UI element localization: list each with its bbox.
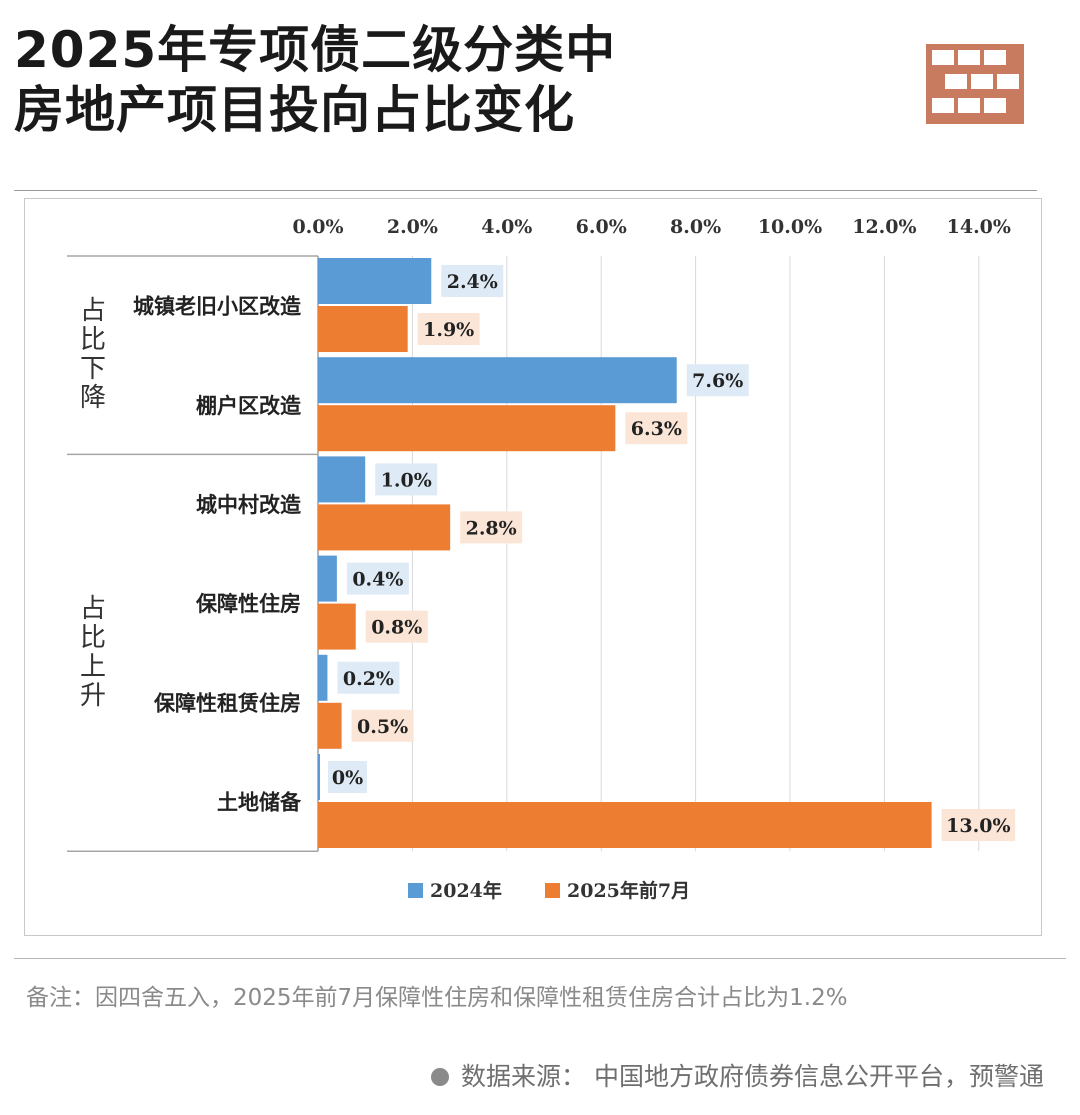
footer-divider (14, 958, 1066, 959)
data-label: 1.0% (381, 469, 432, 491)
bar (318, 357, 677, 404)
header-divider (14, 190, 1037, 191)
bar (318, 405, 616, 452)
logo-brick (971, 74, 993, 89)
category-label: 城中村改造 (196, 492, 302, 517)
x-tick-label: 10.0% (758, 216, 822, 238)
legend-swatch (408, 883, 423, 898)
data-label-background (337, 661, 400, 694)
bar (318, 654, 328, 701)
group-label-char: 上 (80, 652, 106, 682)
bar (318, 603, 356, 650)
logo-brick (932, 98, 954, 113)
legend-label: 2025年前7月 (567, 879, 690, 902)
data-label-background (351, 709, 414, 742)
group-label-char: 降 (80, 383, 106, 413)
data-label-background (417, 313, 480, 345)
bar-chart: 0.0% 2.0% 4.0% 6.0% 8.0% 10.0% 12.0% 14.0%占比下降占… (67, 216, 1016, 902)
bar (318, 702, 342, 749)
logo-brick (932, 50, 954, 65)
bar (318, 802, 932, 848)
bullet-dot-icon (431, 1068, 450, 1086)
group-label-char: 升 (80, 681, 106, 711)
data-label: 2.4% (447, 271, 498, 293)
group-label-char: 占 (80, 594, 106, 624)
page-title: 2025年专项债二级分类中 房地产项目投向占比变化 (14, 20, 616, 140)
category-label: 棚户区改造 (196, 393, 302, 418)
legend-swatch (545, 883, 560, 898)
bar (318, 456, 366, 503)
x-tick-label: 6.0% (576, 216, 627, 238)
x-tick-label: 14.0% (947, 216, 1011, 238)
logo-brick (984, 50, 1006, 65)
data-label-background (625, 412, 688, 445)
x-tick-label: 4.0% (481, 216, 532, 238)
bar (318, 306, 408, 352)
logo-brick (958, 98, 980, 113)
group-label-char: 下 (80, 354, 106, 384)
logo-brick (945, 74, 967, 89)
bar (318, 555, 337, 602)
group-label-char: 比 (80, 623, 106, 653)
logo-brick (984, 98, 1006, 113)
bar (318, 504, 451, 551)
data-label-background (686, 364, 749, 397)
category-label: 保障性住房 (195, 591, 301, 616)
data-label-background (365, 610, 428, 643)
x-tick-label: 2.0% (387, 216, 438, 238)
data-label-background (941, 809, 1016, 841)
data-label: 7.6% (692, 370, 743, 392)
x-tick-label: 12.0% (852, 216, 916, 238)
data-label: 6.3% (631, 418, 682, 440)
category-label: 土地储备 (217, 790, 302, 815)
data-label-background (375, 463, 438, 496)
title-line-1: 2025年专项债二级分类中 (14, 21, 617, 79)
data-label: 1.9% (423, 319, 474, 341)
title-line-2: 房地产项目投向占比变化 (14, 81, 575, 139)
data-label: 0% (332, 767, 363, 789)
chart-panel: 0.0% 2.0% 4.0% 6.0% 8.0% 10.0% 12.0% 14.0% 占比下降占… (24, 198, 1042, 936)
group-label-char: 比 (80, 325, 106, 355)
brick-wall-icon (926, 44, 1024, 124)
source-text: 数据来源： 中国地方政府债券信息公开平台，预警通 (461, 1062, 1044, 1091)
logo-brick (997, 74, 1019, 89)
data-label: 0.2% (343, 668, 394, 690)
bar (318, 258, 432, 304)
category-label: 保障性租赁住房 (153, 690, 301, 715)
group-label-char: 占 (80, 296, 106, 326)
data-label: 0.8% (371, 617, 422, 639)
data-label: 2.8% (466, 517, 517, 539)
category-label: 城镇老旧小区改造 (133, 294, 302, 319)
data-label: 13.0% (946, 815, 1010, 837)
data-label-background (441, 265, 504, 297)
bar (318, 754, 320, 800)
logo-brick (958, 50, 980, 65)
legend-label: 2024年 (430, 879, 502, 902)
data-label-background (328, 761, 367, 793)
x-tick-label: 0.0% (292, 216, 343, 238)
data-label-background (460, 511, 523, 544)
data-label: 0.5% (357, 716, 408, 738)
data-source: 数据来源： 中国地方政府债券信息公开平台，预警通 (431, 1060, 1044, 1094)
data-label: 0.4% (352, 569, 403, 591)
data-label-background (346, 562, 409, 595)
x-tick-label: 8.0% (670, 216, 721, 238)
footnote: 备注：因四舍五入，2025年前7月保障性住房和保障性租赁住房合计占比为1.2% (26, 985, 848, 1011)
